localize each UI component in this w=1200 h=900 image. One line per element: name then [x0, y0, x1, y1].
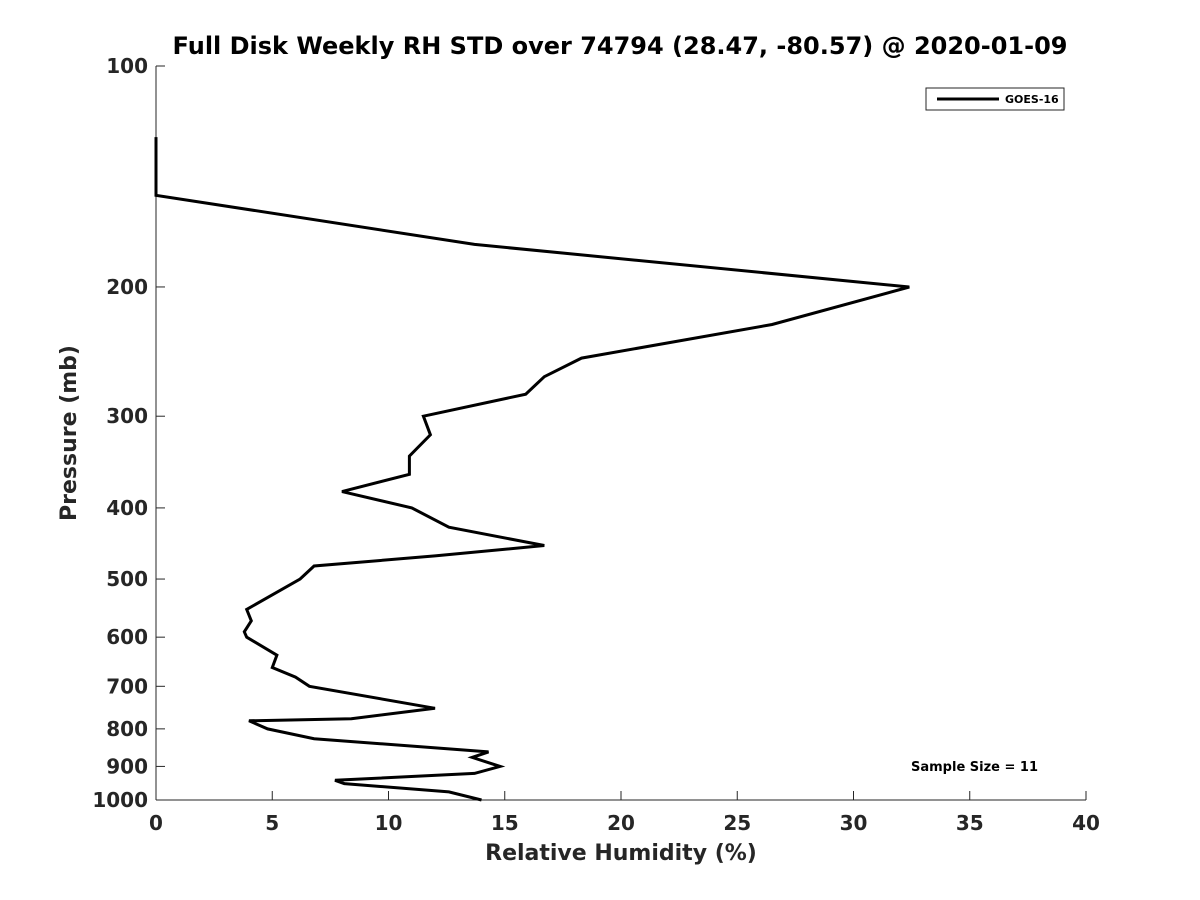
y-tick-label: 400 [106, 496, 148, 520]
y-axis-label: Pressure (mb) [57, 345, 82, 521]
x-ticks: 0 5 10 15 20 25 30 35 40 [149, 791, 1100, 835]
x-tick-label: 35 [956, 811, 984, 835]
x-axis-label: Relative Humidity (%) [485, 841, 757, 866]
legend-label-goes-16: GOES-16 [1005, 93, 1059, 106]
y-tick-label: 800 [106, 717, 148, 741]
x-tick-label: 15 [491, 811, 519, 835]
series-line-goes-16 [154, 137, 910, 802]
y-tick-label: 900 [106, 754, 148, 778]
x-tick-label: 10 [375, 811, 403, 835]
x-tick-label: 0 [149, 811, 163, 835]
series-group [154, 137, 910, 802]
y-ticks: 100 200 300 400 500 600 700 800 900 1000 [92, 54, 165, 812]
y-tick-label: 100 [106, 54, 148, 78]
x-tick-label: 5 [265, 811, 279, 835]
y-tick-label: 700 [106, 674, 148, 698]
y-tick-label: 600 [106, 625, 148, 649]
legend: GOES-16 [925, 87, 1065, 111]
sample-size-annotation: Sample Size = 11 [911, 760, 1038, 775]
x-tick-label: 25 [723, 811, 751, 835]
x-tick-label: 30 [840, 811, 868, 835]
chart-title: Full Disk Weekly RH STD over 74794 (28.4… [173, 32, 1068, 60]
y-tick-label: 1000 [92, 788, 148, 812]
y-tick-label: 500 [106, 567, 148, 591]
y-tick-label: 300 [106, 404, 148, 428]
x-tick-label: 40 [1072, 811, 1100, 835]
y-tick-label: 200 [106, 275, 148, 299]
x-tick-label: 20 [607, 811, 635, 835]
